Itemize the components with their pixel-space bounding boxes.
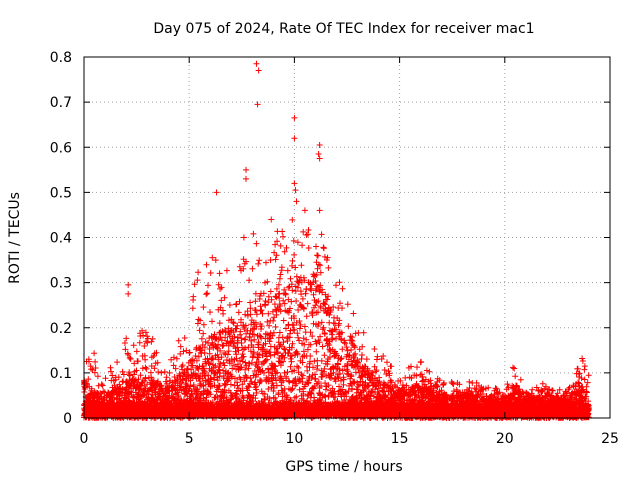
y-tick-label: 0.6 (50, 140, 72, 156)
y-tick-label: 0 (63, 411, 72, 427)
y-tick-label: 0.3 (50, 276, 72, 292)
y-tick-label: 0.5 (50, 185, 72, 201)
outlier-point (291, 135, 298, 142)
chart-title: Day 075 of 2024, Rate Of TEC Index for r… (153, 21, 534, 37)
outlier-point (292, 187, 299, 194)
x-tick-label: 5 (185, 431, 194, 447)
outlier-point (315, 151, 322, 158)
x-tick-label: 10 (285, 431, 303, 447)
outlier-point (301, 207, 308, 214)
outlier-point (243, 166, 250, 173)
outlier-point (254, 101, 261, 108)
y-tick-label: 0.7 (50, 95, 72, 111)
x-tick-label: 15 (391, 431, 409, 447)
x-axis-label: GPS time / hours (285, 459, 402, 475)
y-tick-label: 0.1 (50, 366, 72, 382)
outlier-point (316, 207, 323, 214)
data-point-cloud (81, 216, 592, 421)
outlier-point (243, 175, 250, 182)
x-tick-label: 25 (601, 431, 619, 447)
outlier-point (291, 180, 298, 187)
outlier-point (255, 67, 262, 74)
data-points (81, 60, 592, 421)
outlier-point (316, 155, 323, 162)
y-tick-label: 0.8 (50, 50, 72, 66)
outlier-point (316, 141, 323, 148)
y-tick-label: 0.2 (50, 321, 72, 337)
outlier-point (268, 216, 275, 223)
y-tick-label: 0.4 (50, 231, 72, 247)
x-tick-label: 20 (496, 431, 514, 447)
outlier-point (125, 290, 132, 297)
axis-ticks: 0 5 10 15 20 25 0 0.1 0.2 0.3 0.4 0.5 0.6 0.7 0.8 (50, 50, 619, 447)
outlier-point (291, 114, 298, 121)
outlier-point (293, 198, 300, 205)
outlier-point (125, 281, 132, 288)
y-axis-label: ROTI / TECUs (7, 192, 23, 284)
outlier-point (213, 189, 220, 196)
outlier-point (253, 60, 260, 67)
x-tick-label: 0 (80, 431, 89, 447)
outlier-point (240, 234, 247, 241)
